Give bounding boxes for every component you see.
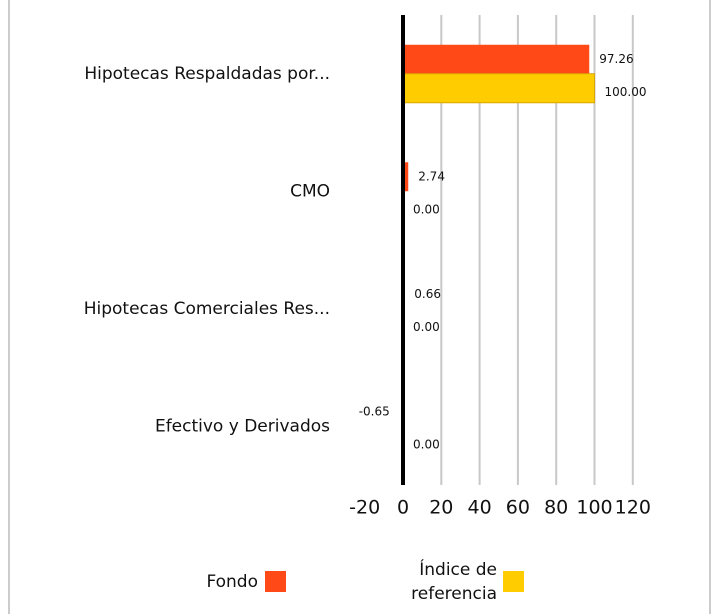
value-label: 0.00 — [413, 202, 440, 216]
legend-swatch — [265, 571, 286, 592]
x-tick-label: 60 — [506, 497, 530, 519]
x-tick-label: 0 — [397, 497, 409, 519]
value-label: 0.66 — [414, 287, 441, 301]
value-label: 0.00 — [413, 437, 440, 451]
category-label: CMO — [290, 181, 330, 201]
x-tick-label: 120 — [615, 497, 651, 519]
value-label: 0.00 — [413, 320, 440, 334]
x-tick-label: 40 — [468, 497, 492, 519]
category-label: Hipotecas Respaldadas por... — [84, 64, 330, 84]
legend-label: Índice de referencia — [411, 558, 497, 604]
x-tick-label: 100 — [576, 497, 612, 519]
bar — [403, 162, 409, 192]
legend-label: Fondo — [206, 572, 258, 592]
category-label: Hipotecas Comerciales Res... — [84, 299, 330, 319]
value-label: 2.74 — [418, 169, 445, 183]
legend-swatch — [503, 571, 524, 592]
x-tick-label: 80 — [544, 497, 568, 519]
value-label: 97.26 — [599, 52, 633, 66]
value-label: 100.00 — [605, 85, 647, 99]
bar — [403, 44, 590, 74]
bar — [402, 73, 595, 104]
x-tick-label: -20 — [349, 497, 380, 519]
category-label: Efectivo y Derivados — [155, 416, 330, 436]
x-tick-label: 20 — [429, 497, 453, 519]
value-label: -0.65 — [359, 404, 390, 418]
